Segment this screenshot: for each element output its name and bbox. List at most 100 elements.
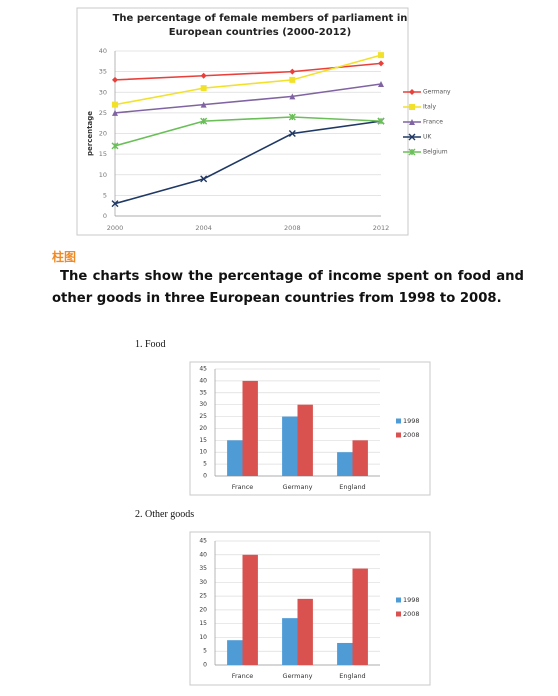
bar — [352, 440, 368, 476]
x-tick-label: 2008 — [284, 224, 301, 232]
y-tick-label: 40 — [199, 377, 207, 384]
x-tick-label: England — [339, 672, 365, 680]
y-tick-label: 0 — [103, 212, 107, 220]
y-tick-label: 30 — [99, 88, 107, 96]
bar — [297, 404, 313, 476]
y-tick-label: 15 — [99, 150, 107, 158]
line-marker — [378, 60, 384, 67]
line-marker — [409, 89, 415, 95]
bar — [282, 618, 298, 665]
legend-label: France — [423, 119, 443, 126]
y-tick-label: 20 — [99, 130, 107, 138]
line-marker — [111, 200, 119, 208]
y-tick-label: 45 — [199, 366, 207, 373]
line-marker — [200, 175, 208, 183]
legend-swatch — [396, 418, 401, 424]
y-tick-label: 35 — [99, 68, 107, 76]
bar — [242, 380, 258, 476]
y-tick-label: 15 — [199, 620, 207, 627]
legend-swatch — [396, 611, 401, 617]
line-marker — [111, 142, 119, 150]
line-marker — [408, 133, 416, 141]
line-marker — [409, 104, 415, 110]
line-marker — [289, 93, 296, 100]
line-chart-title: The percentage of female members of parl… — [112, 13, 408, 38]
chart-frame — [76, 7, 409, 236]
y-tick-label: 5 — [103, 191, 107, 199]
bar — [282, 416, 298, 476]
y-tick-label: 0 — [203, 662, 207, 669]
chart-caption: 1. Food — [135, 339, 166, 350]
bar — [352, 568, 368, 665]
y-tick-label: 40 — [199, 551, 207, 558]
line-marker — [112, 101, 118, 108]
line-marker — [289, 76, 296, 83]
y-axis-label: percentage — [86, 111, 94, 156]
y-tick-label: 30 — [199, 401, 207, 408]
line-marker — [200, 85, 207, 92]
y-tick-label: 35 — [199, 389, 207, 396]
y-tick-label: 25 — [199, 593, 207, 600]
bar — [297, 598, 313, 665]
y-tick-label: 10 — [99, 171, 107, 179]
line-marker — [200, 101, 207, 108]
line-marker — [289, 68, 296, 75]
line-series — [114, 120, 382, 205]
line-marker — [409, 119, 415, 125]
legend-label: Belgium — [423, 149, 448, 156]
x-tick-label: France — [232, 483, 254, 491]
line-series — [114, 116, 382, 147]
legend-label: 2008 — [403, 610, 420, 618]
y-tick-label: 10 — [199, 449, 207, 456]
chart-caption: 2. Other goods — [135, 509, 195, 520]
y-tick-label: 40 — [99, 47, 107, 55]
y-tick-label: 20 — [199, 606, 207, 613]
legend-label: 1998 — [403, 596, 420, 604]
y-tick-label: 30 — [199, 579, 207, 586]
y-tick-label: 25 — [99, 109, 107, 117]
y-tick-label: 45 — [199, 538, 207, 545]
legend-swatch — [396, 432, 401, 438]
bar — [337, 452, 353, 476]
y-tick-label: 25 — [199, 413, 207, 420]
x-tick-label: England — [339, 483, 365, 491]
line-marker — [408, 148, 416, 156]
line-marker — [112, 109, 118, 116]
x-tick-label: 2004 — [195, 224, 212, 232]
x-tick-label: Germany — [283, 672, 313, 680]
x-tick-label: 2000 — [107, 224, 124, 232]
line-marker — [378, 81, 384, 87]
line-marker — [200, 72, 207, 79]
line-marker — [112, 76, 118, 83]
legend-label: 2008 — [403, 431, 420, 439]
y-tick-label: 5 — [203, 648, 207, 655]
line-series — [114, 83, 382, 114]
y-tick-label: 10 — [199, 634, 207, 641]
legend-swatch — [396, 597, 401, 603]
section-heading: 柱图 — [52, 250, 77, 264]
legend-label: Germany — [423, 89, 451, 96]
bar — [227, 440, 243, 476]
line-marker — [378, 52, 384, 59]
line-marker — [288, 113, 296, 121]
line-series — [114, 54, 382, 106]
y-tick-label: 5 — [203, 461, 207, 468]
bar — [337, 642, 353, 665]
bar — [227, 640, 243, 665]
line-marker — [377, 117, 385, 125]
paragraph: The charts show the percentage of income… — [52, 269, 524, 306]
legend-label: UK — [423, 134, 432, 141]
y-tick-label: 20 — [199, 425, 207, 432]
y-tick-label: 0 — [203, 473, 207, 480]
x-tick-label: Germany — [283, 483, 313, 491]
line-marker — [200, 117, 208, 125]
x-tick-label: 2012 — [373, 224, 390, 232]
legend-label: 1998 — [403, 417, 420, 425]
legend-label: Italy — [423, 104, 436, 111]
y-tick-label: 15 — [199, 437, 207, 444]
bar — [242, 554, 258, 665]
line-marker — [288, 130, 296, 137]
y-tick-label: 35 — [199, 565, 207, 572]
